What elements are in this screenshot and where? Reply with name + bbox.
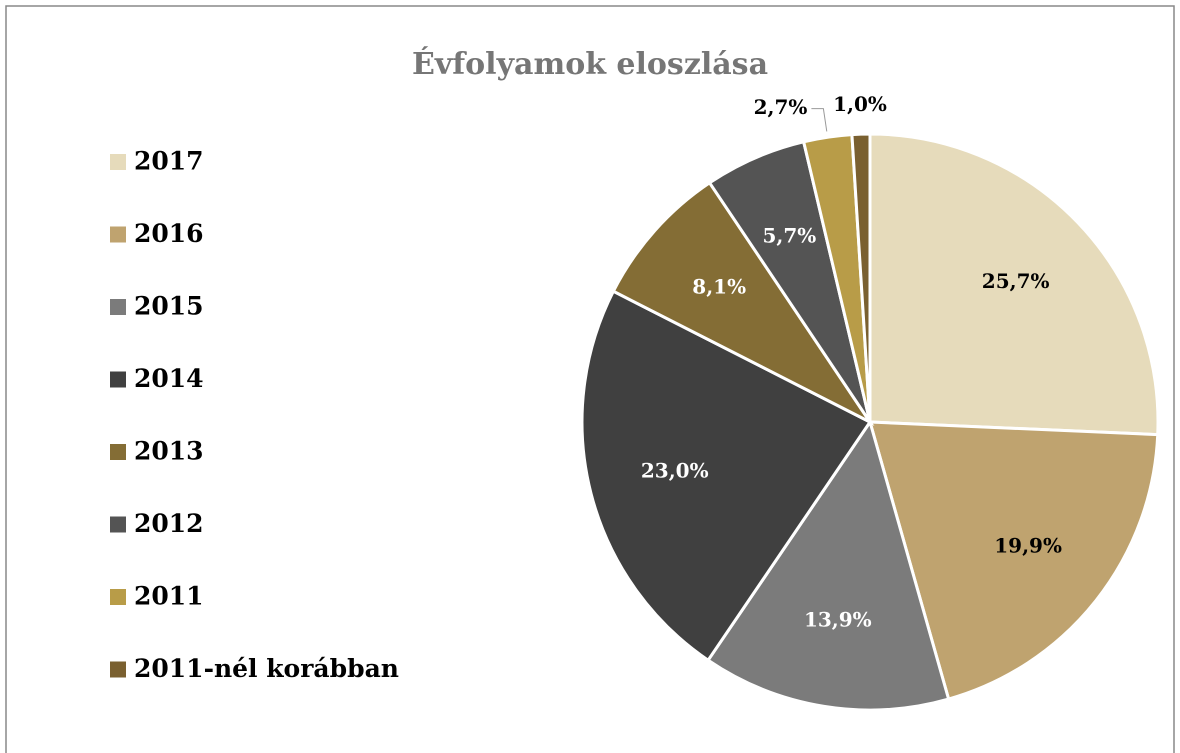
legend-label: 2013 xyxy=(134,437,204,466)
legend-label: 2012 xyxy=(134,509,204,538)
data-label: 23,0% xyxy=(641,459,709,483)
legend-swatch xyxy=(110,299,126,315)
legend-swatch xyxy=(110,589,126,605)
legend-swatch xyxy=(110,516,126,533)
leader-line xyxy=(811,108,828,132)
data-label: 13,9% xyxy=(804,608,872,632)
pie-slice xyxy=(867,420,1160,701)
legend-swatch xyxy=(110,371,126,388)
legend-label: 2014 xyxy=(134,364,204,393)
data-label: 25,7% xyxy=(982,269,1050,293)
legend-swatch xyxy=(110,154,126,170)
pie-slice xyxy=(868,132,1160,437)
data-label: 19,9% xyxy=(994,534,1062,558)
pie-slice xyxy=(850,132,872,423)
pie-slice xyxy=(611,180,875,426)
legend-swatch xyxy=(110,661,126,678)
pie-slice xyxy=(580,289,873,663)
legend-label: 2015 xyxy=(134,292,204,321)
data-label: 5,7% xyxy=(762,224,816,248)
data-label: 2,7% xyxy=(754,95,808,119)
legend-label: 2011-nél korábban xyxy=(134,654,399,683)
data-label: 1,0% xyxy=(833,92,887,116)
legend-swatch xyxy=(110,444,126,460)
legend-swatch xyxy=(110,226,126,243)
data-label: 8,1% xyxy=(692,275,746,299)
pie-slice xyxy=(706,418,951,712)
legend-label: 2017 xyxy=(134,147,204,176)
chart-title: Évfolyamok eloszlása xyxy=(412,46,768,82)
legend-label: 2016 xyxy=(134,219,204,248)
legend-label: 2011 xyxy=(134,582,204,611)
